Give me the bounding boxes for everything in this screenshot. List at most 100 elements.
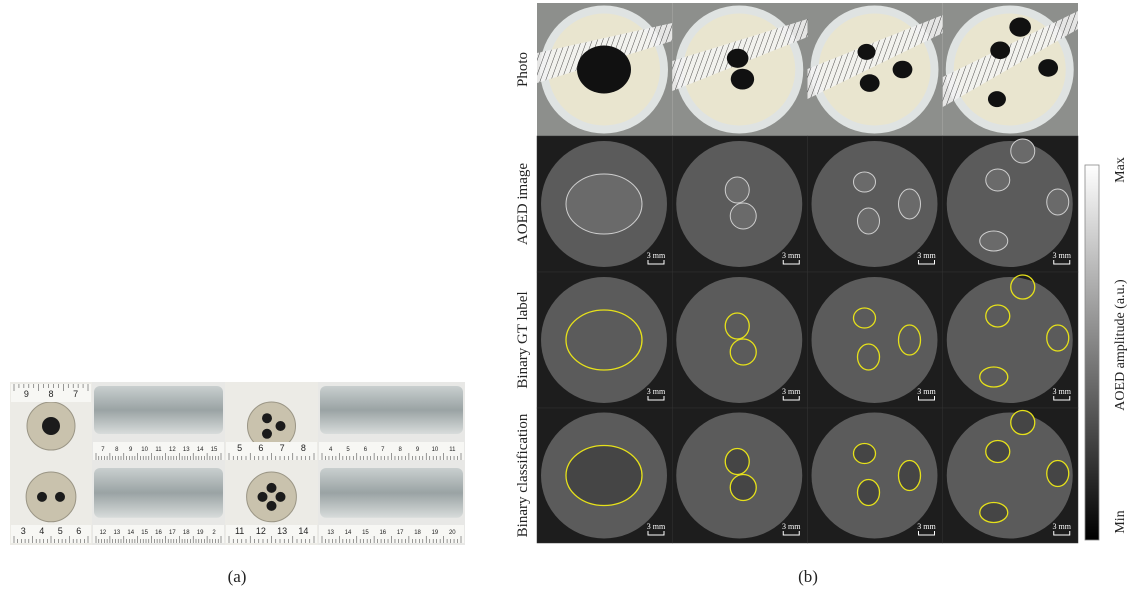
inclusion bbox=[258, 492, 268, 502]
ruler-label: 7 bbox=[73, 389, 78, 399]
boundary bbox=[854, 444, 876, 464]
scale-label: 3 mm bbox=[782, 251, 801, 260]
tube bbox=[94, 468, 223, 518]
scale-label: 3 mm bbox=[782, 522, 801, 531]
row-label: Photo bbox=[515, 52, 531, 87]
inclusion bbox=[577, 46, 631, 94]
ruler-label: 6 bbox=[258, 443, 263, 453]
inclusion bbox=[860, 74, 880, 92]
inclusion bbox=[980, 231, 1008, 251]
inclusion bbox=[1009, 18, 1031, 37]
scale-label: 3 mm bbox=[1053, 522, 1072, 531]
inclusion bbox=[42, 417, 60, 435]
inclusion bbox=[55, 492, 65, 502]
inclusion bbox=[858, 44, 876, 60]
scale-label: 3 mm bbox=[1053, 251, 1072, 260]
inclusion bbox=[1011, 139, 1035, 163]
inclusion bbox=[730, 203, 756, 229]
row-label: AOED image bbox=[515, 163, 531, 245]
inclusion bbox=[988, 91, 1006, 107]
inclusion bbox=[262, 413, 272, 423]
tube bbox=[94, 386, 223, 434]
boundary bbox=[986, 441, 1010, 463]
inclusion bbox=[262, 429, 272, 439]
boundary bbox=[1047, 461, 1069, 487]
ruler-label: 12 bbox=[100, 530, 107, 536]
ruler-label: 12 bbox=[169, 447, 176, 453]
sample bbox=[812, 277, 938, 403]
scale-label: 3 mm bbox=[917, 387, 936, 396]
ruler-label: 13 bbox=[277, 526, 287, 536]
boundary bbox=[1011, 411, 1035, 435]
ruler-label: 15 bbox=[141, 530, 148, 536]
sample bbox=[26, 472, 76, 522]
ruler-label: 11 bbox=[449, 447, 456, 453]
ruler-label: 14 bbox=[298, 526, 308, 536]
ruler-label: 11 bbox=[235, 526, 244, 536]
inclusion bbox=[1047, 189, 1069, 215]
colorbar-label: AOED amplitude (a.u.) bbox=[1113, 279, 1128, 411]
inclusion bbox=[727, 49, 749, 68]
ruler-label: 14 bbox=[197, 447, 204, 453]
boundary bbox=[725, 449, 749, 475]
inclusion bbox=[37, 492, 47, 502]
row-label: Binary classification bbox=[515, 413, 531, 537]
scale-label: 3 mm bbox=[647, 522, 666, 531]
scale-label: 3 mm bbox=[917, 251, 936, 260]
ruler-label: 18 bbox=[414, 530, 421, 536]
inclusion bbox=[1038, 59, 1058, 77]
scale-label: 3 mm bbox=[647, 251, 666, 260]
scale-label: 3 mm bbox=[1053, 387, 1072, 396]
boundary bbox=[858, 480, 880, 506]
ruler-label: 16 bbox=[155, 530, 162, 536]
sample bbox=[947, 277, 1073, 403]
ruler-label: 4 bbox=[39, 526, 44, 536]
inclusion bbox=[267, 501, 277, 511]
ruler-label: 11 bbox=[155, 447, 162, 453]
ruler-label: 19 bbox=[432, 530, 439, 536]
ruler-label: 15 bbox=[211, 447, 218, 453]
inclusion bbox=[566, 174, 642, 234]
caption: (b) bbox=[798, 567, 818, 586]
ruler-label: 5 bbox=[237, 443, 242, 453]
inclusion bbox=[858, 208, 880, 234]
colorbar bbox=[1085, 165, 1099, 540]
ruler-label: 14 bbox=[127, 530, 134, 536]
colorbar-max: Max bbox=[1113, 157, 1128, 183]
figure: 9877891011121314155678456789101134561213… bbox=[0, 0, 1134, 594]
inclusion bbox=[276, 492, 286, 502]
boundary bbox=[566, 446, 642, 506]
scale-label: 3 mm bbox=[782, 387, 801, 396]
boundary bbox=[980, 503, 1008, 523]
ruler-label: 12 bbox=[256, 526, 266, 536]
row-label: Binary GT label bbox=[515, 291, 531, 388]
tube bbox=[320, 386, 463, 434]
scale-label: 3 mm bbox=[917, 522, 936, 531]
sample bbox=[541, 277, 667, 403]
ruler-label: 7 bbox=[280, 443, 285, 453]
inclusion bbox=[990, 42, 1010, 60]
ruler-label: 5 bbox=[58, 526, 63, 536]
ruler-label: 10 bbox=[141, 447, 148, 453]
inclusion bbox=[893, 61, 913, 79]
inclusion bbox=[986, 169, 1010, 191]
ruler-label: 8 bbox=[48, 389, 53, 399]
inclusion bbox=[725, 177, 749, 203]
ruler-label: 13 bbox=[327, 530, 334, 536]
ruler-label: 10 bbox=[432, 447, 439, 453]
ruler-label: 17 bbox=[397, 530, 404, 536]
ruler-label: 18 bbox=[183, 530, 190, 536]
colorbar-min: Min bbox=[1113, 510, 1128, 533]
ruler-label: 9 bbox=[24, 389, 29, 399]
ruler-label: 13 bbox=[113, 530, 120, 536]
caption: (a) bbox=[228, 567, 247, 586]
inclusion bbox=[899, 189, 921, 219]
ruler-label: 20 bbox=[449, 530, 456, 536]
ruler-label: 16 bbox=[379, 530, 386, 536]
ruler-label: 14 bbox=[345, 530, 352, 536]
inclusion bbox=[731, 69, 754, 90]
ruler-label: 13 bbox=[183, 447, 190, 453]
ruler-label: 3 bbox=[21, 526, 26, 536]
ruler-label: 8 bbox=[301, 443, 306, 453]
sample bbox=[247, 472, 297, 522]
